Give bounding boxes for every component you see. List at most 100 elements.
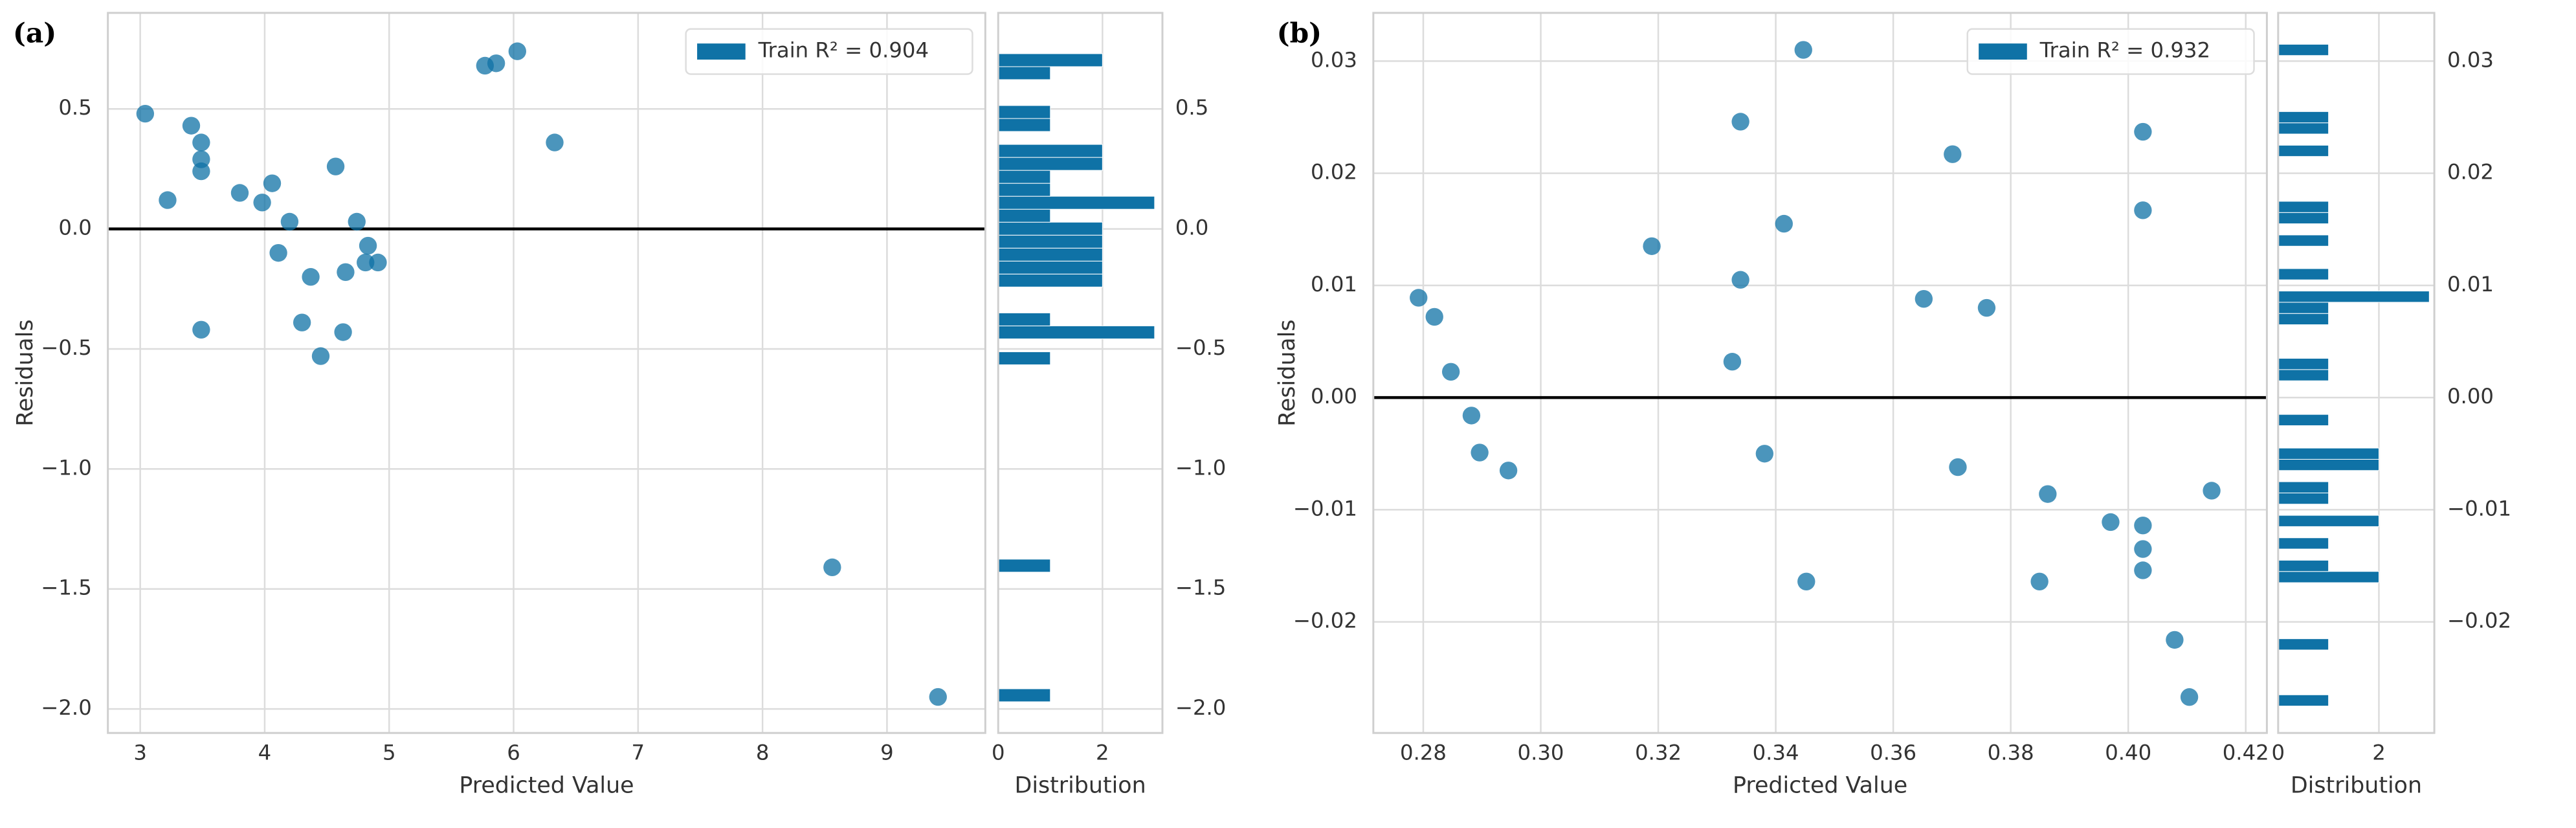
hist-y-tick-label: 0.5 [1175, 95, 1208, 120]
hist-y-tick-label: 0.01 [2447, 272, 2494, 297]
hist-y-tick-label: −0.01 [2447, 496, 2511, 520]
hist-bar [997, 234, 1103, 249]
hist-y-tick-label: −2.0 [1175, 695, 1226, 720]
scatter-point [2134, 122, 2152, 141]
legend-label: Train R² = 0.932 [2039, 38, 2210, 63]
y-tick-label: 0.5 [58, 95, 91, 120]
scatter-point [369, 253, 387, 272]
scatter-point [823, 558, 841, 577]
hist-bar [997, 247, 1103, 262]
scatter-point [357, 253, 375, 272]
x-axis-label: Predicted Value [459, 772, 634, 798]
y-axis-label: Residuals [1274, 319, 1300, 426]
hist-bar [2278, 369, 2329, 381]
hist-bar [997, 559, 1051, 573]
hist-bar [997, 260, 1103, 274]
hist-bar [997, 208, 1051, 223]
scatter-point [263, 174, 282, 192]
hist-bar [997, 66, 1051, 80]
y-tick-label: 0.03 [1311, 47, 1357, 72]
legend-box [685, 28, 973, 75]
x-tick-label: 0.32 [1635, 741, 1682, 765]
hist-bar [997, 688, 1051, 702]
hist-x-tick-label: 2 [1096, 741, 1109, 765]
hist-bar [997, 144, 1103, 158]
hist-bar [2278, 291, 2430, 303]
hist-bar [2278, 481, 2329, 493]
y-tick-label: −0.5 [41, 335, 91, 360]
y-tick-label: 0.0 [58, 216, 91, 240]
hist-bar [997, 183, 1051, 197]
y-axis-label: Residuals [12, 319, 38, 426]
scatter-point [159, 191, 177, 209]
hist-bar [2278, 111, 2329, 124]
scatter-point [1410, 289, 1428, 307]
hist-y-tick-label: 0.02 [2447, 160, 2494, 185]
panel-label: (b) [1277, 17, 1322, 49]
y-tick-label: 0.01 [1311, 272, 1357, 297]
scatter-point [487, 54, 505, 73]
scatter-point [1775, 214, 1793, 233]
scatter-point [1944, 145, 1962, 163]
hist-x-axis-label: Distribution [2291, 772, 2422, 798]
scatter-point [334, 323, 352, 341]
scatter-point [1425, 308, 1443, 326]
scatter-point [337, 263, 355, 282]
scatter-point [1723, 353, 1742, 371]
hist-bar [997, 196, 1155, 210]
scatter-point [2039, 485, 2057, 503]
hist-bar [997, 105, 1051, 119]
y-tick-label: 0.02 [1311, 160, 1357, 185]
scatter-point [546, 133, 564, 151]
hist-x-tick-label: 2 [2372, 741, 2386, 765]
y-tick-label: −2.0 [41, 695, 91, 720]
y-tick-label: 0.00 [1311, 384, 1357, 408]
hist-bar [997, 170, 1051, 184]
legend-box [1966, 28, 2255, 75]
scatter-point [2102, 513, 2120, 531]
hist-bar [2278, 313, 2329, 326]
hist-bar [2278, 43, 2329, 56]
x-tick-label: 0.36 [1870, 741, 1916, 765]
x-tick-label: 9 [880, 741, 894, 765]
scatter-point [2134, 561, 2152, 579]
scatter-point [302, 268, 320, 286]
hist-bar [997, 221, 1103, 236]
scatter-point [2134, 201, 2152, 219]
hist-frame [997, 12, 1164, 734]
hist-y-tick-label: 0.03 [2447, 47, 2494, 72]
scatter-point [182, 117, 201, 135]
x-axis-label: Predicted Value [1733, 772, 1907, 798]
hist-bar [997, 53, 1103, 67]
hist-bar [2278, 358, 2329, 370]
hist-bar [997, 312, 1051, 326]
scatter-point [1731, 271, 1749, 289]
hist-y-tick-label: −1.0 [1175, 455, 1226, 480]
hist-x-axis-label: Distribution [1015, 772, 1146, 798]
hist-y-tick-label: −0.02 [2447, 609, 2511, 633]
scatter-point [280, 212, 299, 231]
panel-label: (a) [13, 17, 56, 49]
scatter-point [1915, 290, 1933, 308]
scatter-point [2134, 540, 2152, 558]
hist-y-tick-label: 0.0 [1175, 216, 1208, 240]
scatter-point [2134, 516, 2152, 535]
hist-bar [2278, 201, 2329, 213]
scatter-point [1949, 458, 1967, 476]
x-tick-label: 0.28 [1400, 741, 1447, 765]
legend-swatch [1979, 43, 2027, 60]
x-tick-label: 5 [383, 741, 396, 765]
hist-bar [2278, 458, 2379, 471]
scatter-point [348, 212, 366, 231]
legend-label: Train R² = 0.904 [758, 38, 929, 63]
x-tick-label: 0.30 [1518, 741, 1564, 765]
hist-x-tick-label: 0 [2272, 741, 2285, 765]
scatter-point [508, 42, 526, 60]
x-tick-label: 0.38 [1988, 741, 2034, 765]
scatter-point [359, 236, 377, 255]
hist-bar [2278, 234, 2329, 247]
hist-bar [2278, 144, 2329, 157]
hist-bar [2278, 268, 2329, 280]
scatter-point [2180, 688, 2199, 706]
y-tick-label: −1.0 [41, 455, 91, 480]
